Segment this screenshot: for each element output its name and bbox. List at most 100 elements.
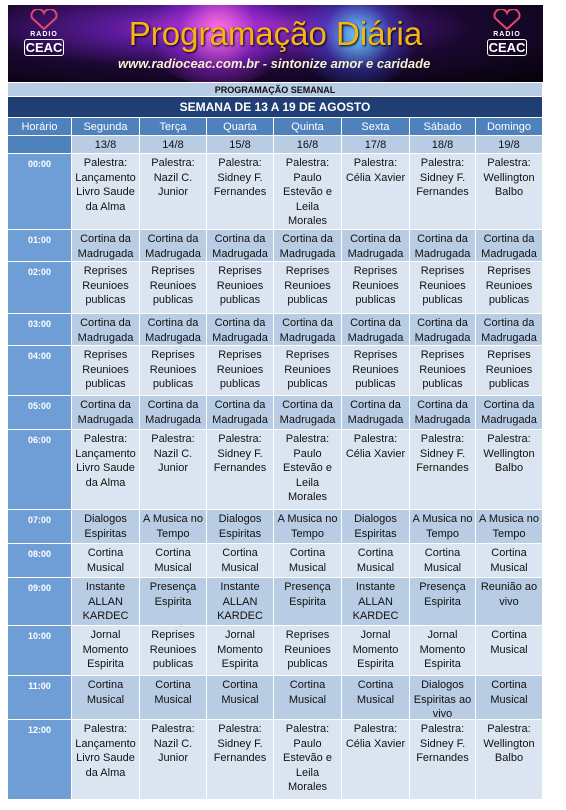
program-cell: Palestra: Lançamento Livro Saude da Alma xyxy=(72,430,140,510)
program-cell: Palestra: Nazil C. Junior xyxy=(140,720,207,800)
time-cell: 00:00 xyxy=(8,154,72,230)
table-title: PROGRAMAÇÃO SEMANAL xyxy=(8,83,543,97)
program-cell: Cortina Musical xyxy=(140,544,207,578)
program-cell: Palestra: Paulo Estevão e Leila Morales xyxy=(274,720,342,800)
program-cell: Instante ALLAN KARDEC xyxy=(72,578,140,626)
column-header: Quinta xyxy=(274,118,342,136)
program-cell: Palestra: Nazil C. Junior xyxy=(140,154,207,230)
program-cell: Palestra: Wellington Balbo xyxy=(476,430,543,510)
date-header: 19/8 xyxy=(476,136,543,154)
date-header: 15/8 xyxy=(207,136,274,154)
time-cell: 07:00 xyxy=(8,510,72,544)
program-cell: Palestra: Sidney F. Fernandes xyxy=(207,720,274,800)
program-cell: Cortina Musical xyxy=(72,544,140,578)
time-cell: 02:00 xyxy=(8,262,72,314)
time-cell: 11:00 xyxy=(8,676,72,720)
program-cell: Dialogos Espiritas xyxy=(342,510,410,544)
program-cell: Cortina da Madrugada xyxy=(72,314,140,346)
program-cell: Reprises Reunioes publicas xyxy=(140,346,207,396)
program-cell: Cortina da Madrugada xyxy=(342,230,410,262)
program-cell: Cortina Musical xyxy=(476,626,543,676)
time-cell: 05:00 xyxy=(8,396,72,430)
program-cell: Palestra: Célia Xavier xyxy=(342,154,410,230)
program-cell: Reprises Reunioes publicas xyxy=(140,262,207,314)
program-cell: Reprises Reunioes publicas xyxy=(476,346,543,396)
program-cell: Cortina da Madrugada xyxy=(207,396,274,430)
program-cell: Cortina da Madrugada xyxy=(342,314,410,346)
program-cell: Palestra: Sidney F. Fernandes xyxy=(410,154,476,230)
date-spacer xyxy=(8,136,72,154)
program-cell: Reprises Reunioes publicas xyxy=(72,346,140,396)
program-cell: Cortina da Madrugada xyxy=(207,314,274,346)
logo-left: RADIO CEAC xyxy=(20,9,68,79)
program-cell: Presença Espirita xyxy=(140,578,207,626)
program-cell: Cortina Musical xyxy=(342,544,410,578)
program-cell: Palestra: Sidney F. Fernandes xyxy=(410,720,476,800)
logo-top: RADIO xyxy=(493,31,521,38)
program-cell: Cortina da Madrugada xyxy=(476,230,543,262)
program-cell: Dialogos Espiritas ao vivo xyxy=(410,676,476,720)
program-cell: Reprises Reunioes publicas xyxy=(140,626,207,676)
program-cell: Palestra: Wellington Balbo xyxy=(476,154,543,230)
time-cell: 06:00 xyxy=(8,430,72,510)
program-cell: A Musica no Tempo xyxy=(274,510,342,544)
program-cell: Palestra: Sidney F. Fernandes xyxy=(207,154,274,230)
program-cell: A Musica no Tempo xyxy=(140,510,207,544)
column-header: Sexta xyxy=(342,118,410,136)
program-cell: Palestra: Nazil C. Junior xyxy=(140,430,207,510)
program-cell: A Musica no Tempo xyxy=(410,510,476,544)
logo-right: RADIO CEAC xyxy=(483,9,531,79)
program-cell: Palestra: Célia Xavier xyxy=(342,430,410,510)
program-cell: Reprises Reunioes publicas xyxy=(274,262,342,314)
program-cell: Palestra: Sidney F. Fernandes xyxy=(207,430,274,510)
column-header: Domingo xyxy=(476,118,543,136)
program-cell: Cortina Musical xyxy=(410,544,476,578)
program-cell: Palestra: Paulo Estevão e Leila Morales xyxy=(274,154,342,230)
program-cell: Jornal Momento Espirita xyxy=(342,626,410,676)
program-cell: Cortina Musical xyxy=(342,676,410,720)
time-cell: 10:00 xyxy=(8,626,72,676)
program-cell: Cortina da Madrugada xyxy=(274,314,342,346)
program-cell: Reunião ao vivo xyxy=(476,578,543,626)
program-cell: Cortina da Madrugada xyxy=(410,396,476,430)
program-cell: Presença Espirita xyxy=(274,578,342,626)
logo-bottom: CEAC xyxy=(487,39,527,56)
program-cell: Cortina da Madrugada xyxy=(476,396,543,430)
program-cell: Cortina da Madrugada xyxy=(140,396,207,430)
program-cell: Cortina da Madrugada xyxy=(410,314,476,346)
time-cell: 04:00 xyxy=(8,346,72,396)
program-cell: Cortina Musical xyxy=(476,676,543,720)
program-cell: Cortina Musical xyxy=(72,676,140,720)
program-cell: Reprises Reunioes publicas xyxy=(274,626,342,676)
logo-top: RADIO xyxy=(30,31,58,38)
column-header: Terça xyxy=(140,118,207,136)
time-cell: 08:00 xyxy=(8,544,72,578)
program-cell: Jornal Momento Espirita xyxy=(410,626,476,676)
logo-bottom: CEAC xyxy=(24,39,64,56)
banner: RADIO CEAC RADIO CEAC Programação Diária… xyxy=(8,5,543,82)
program-cell: Jornal Momento Espirita xyxy=(72,626,140,676)
program-cell: Cortina da Madrugada xyxy=(274,230,342,262)
program-cell: Cortina da Madrugada xyxy=(274,396,342,430)
date-header: 13/8 xyxy=(72,136,140,154)
date-header: 14/8 xyxy=(140,136,207,154)
program-cell: A Musica no Tempo xyxy=(476,510,543,544)
column-header: Segunda xyxy=(72,118,140,136)
program-cell: Palestra: Sidney F. Fernandes xyxy=(410,430,476,510)
program-cell: Palestra: Wellington Balbo xyxy=(476,720,543,800)
program-cell: Cortina da Madrugada xyxy=(140,314,207,346)
program-cell: Palestra: Lançamento Livro Saude da Alma xyxy=(72,154,140,230)
time-cell: 01:00 xyxy=(8,230,72,262)
program-cell: Cortina Musical xyxy=(274,544,342,578)
program-cell: Palestra: Célia Xavier xyxy=(342,720,410,800)
program-cell: Cortina da Madrugada xyxy=(410,230,476,262)
program-cell: Instante ALLAN KARDEC xyxy=(342,578,410,626)
column-header: Sábado xyxy=(410,118,476,136)
program-cell: Reprises Reunioes publicas xyxy=(476,262,543,314)
column-header: Quarta xyxy=(207,118,274,136)
program-cell: Reprises Reunioes publicas xyxy=(207,262,274,314)
program-cell: Instante ALLAN KARDEC xyxy=(207,578,274,626)
program-cell: Reprises Reunioes publicas xyxy=(410,346,476,396)
program-cell: Reprises Reunioes publicas xyxy=(207,346,274,396)
